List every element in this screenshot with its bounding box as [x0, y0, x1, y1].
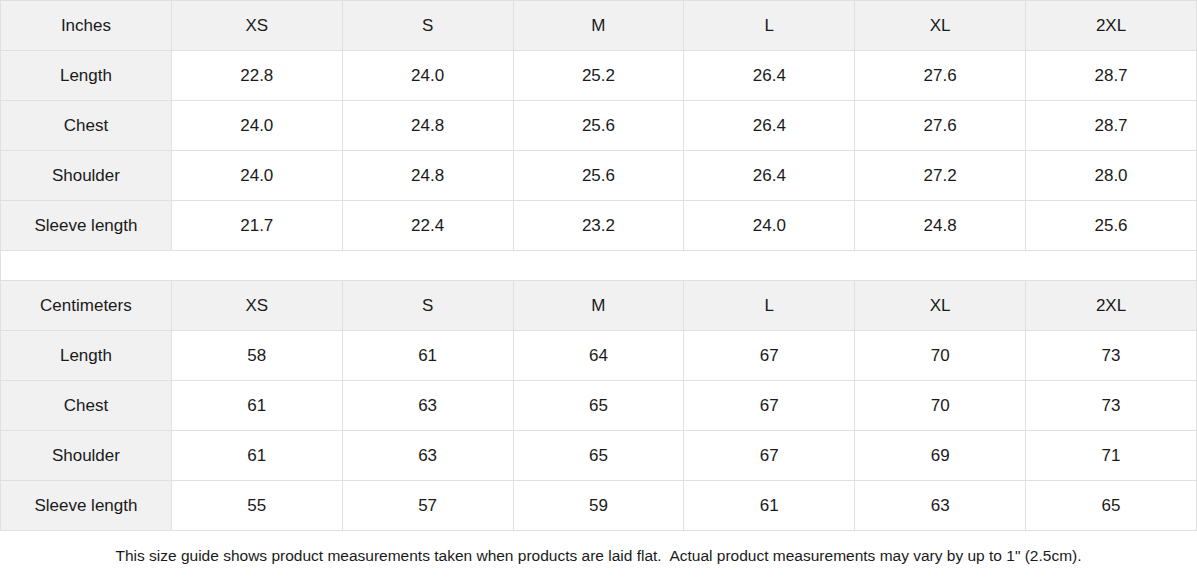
measurement-cell: 64	[513, 331, 684, 381]
measurement-cell: 61	[684, 481, 855, 531]
size-header-cell: M	[513, 281, 684, 331]
measurement-cell: 27.6	[855, 101, 1026, 151]
measurement-cell: 25.2	[513, 51, 684, 101]
measurement-cell: 23.2	[513, 201, 684, 251]
measurement-cell: 65	[513, 381, 684, 431]
size-header-cell: 2XL	[1026, 1, 1197, 51]
row-label-cell: Chest	[1, 381, 172, 431]
size-table-centimeters: CentimetersXSSMLXL2XLLength586164677073C…	[0, 280, 1197, 531]
measurement-cell: 26.4	[684, 151, 855, 201]
measurement-cell: 26.4	[684, 101, 855, 151]
row-label-cell: Length	[1, 51, 172, 101]
measurement-cell: 71	[1026, 431, 1197, 481]
measurement-cell: 24.8	[855, 201, 1026, 251]
measurement-cell: 25.6	[513, 101, 684, 151]
measurement-cell: 28.7	[1026, 101, 1197, 151]
measurement-cell: 27.2	[855, 151, 1026, 201]
unit-header-cell: Centimeters	[1, 281, 172, 331]
table-row: Length22.824.025.226.427.628.7	[1, 51, 1197, 101]
measurement-cell: 22.8	[171, 51, 342, 101]
measurement-cell: 65	[513, 431, 684, 481]
measurement-cell: 27.6	[855, 51, 1026, 101]
size-header-cell: 2XL	[1026, 281, 1197, 331]
measurement-cell: 21.7	[171, 201, 342, 251]
measurement-cell: 63	[855, 481, 1026, 531]
table-row: Length586164677073	[1, 331, 1197, 381]
unit-header-cell: Inches	[1, 1, 172, 51]
measurement-cell: 24.8	[342, 151, 513, 201]
measurement-cell: 22.4	[342, 201, 513, 251]
measurement-cell: 25.6	[1026, 201, 1197, 251]
table-row: Sleeve length21.722.423.224.024.825.6	[1, 201, 1197, 251]
size-header-cell: XS	[171, 281, 342, 331]
size-table-inches: InchesXSSMLXL2XLLength22.824.025.226.427…	[0, 0, 1197, 251]
size-header-cell: XS	[171, 1, 342, 51]
measurement-cell: 73	[1026, 381, 1197, 431]
measurement-cell: 26.4	[684, 51, 855, 101]
measurement-cell: 28.7	[1026, 51, 1197, 101]
table-row: Sleeve length555759616365	[1, 481, 1197, 531]
measurement-cell: 67	[684, 381, 855, 431]
row-label-cell: Shoulder	[1, 431, 172, 481]
row-label-cell: Sleeve length	[1, 201, 172, 251]
row-label-cell: Sleeve length	[1, 481, 172, 531]
measurement-cell: 73	[1026, 331, 1197, 381]
measurement-cell: 69	[855, 431, 1026, 481]
measurement-cell: 57	[342, 481, 513, 531]
size-header-cell: M	[513, 1, 684, 51]
measurement-cell: 55	[171, 481, 342, 531]
measurement-cell: 24.0	[684, 201, 855, 251]
header-row: CentimetersXSSMLXL2XL	[1, 281, 1197, 331]
measurement-cell: 67	[684, 431, 855, 481]
size-header-cell: L	[684, 281, 855, 331]
measurement-cell: 24.8	[342, 101, 513, 151]
measurement-cell: 28.0	[1026, 151, 1197, 201]
measurement-cell: 61	[171, 431, 342, 481]
row-label-cell: Length	[1, 331, 172, 381]
measurement-cell: 70	[855, 331, 1026, 381]
table-row: Shoulder616365676971	[1, 431, 1197, 481]
measurement-cell: 59	[513, 481, 684, 531]
measurement-cell: 61	[342, 331, 513, 381]
table-row: Chest24.024.825.626.427.628.7	[1, 101, 1197, 151]
measurement-cell: 67	[684, 331, 855, 381]
measurement-cell: 63	[342, 381, 513, 431]
size-header-cell: XL	[855, 1, 1026, 51]
table-gap-spacer	[0, 251, 1197, 280]
table-row: Shoulder24.024.825.626.427.228.0	[1, 151, 1197, 201]
measurement-cell: 25.6	[513, 151, 684, 201]
measurement-cell: 65	[1026, 481, 1197, 531]
measurement-cell: 58	[171, 331, 342, 381]
size-header-cell: XL	[855, 281, 1026, 331]
measurement-cell: 24.0	[171, 101, 342, 151]
measurement-cell: 61	[171, 381, 342, 431]
row-label-cell: Chest	[1, 101, 172, 151]
measurement-cell: 24.0	[171, 151, 342, 201]
measurement-cell: 70	[855, 381, 1026, 431]
size-header-cell: L	[684, 1, 855, 51]
size-header-cell: S	[342, 1, 513, 51]
header-row: InchesXSSMLXL2XL	[1, 1, 1197, 51]
measurement-cell: 63	[342, 431, 513, 481]
size-guide-panel: InchesXSSMLXL2XLLength22.824.025.226.427…	[0, 0, 1197, 580]
measurement-cell: 24.0	[342, 51, 513, 101]
size-guide-note: This size guide shows product measuremen…	[0, 531, 1197, 580]
row-label-cell: Shoulder	[1, 151, 172, 201]
size-header-cell: S	[342, 281, 513, 331]
table-row: Chest616365677073	[1, 381, 1197, 431]
